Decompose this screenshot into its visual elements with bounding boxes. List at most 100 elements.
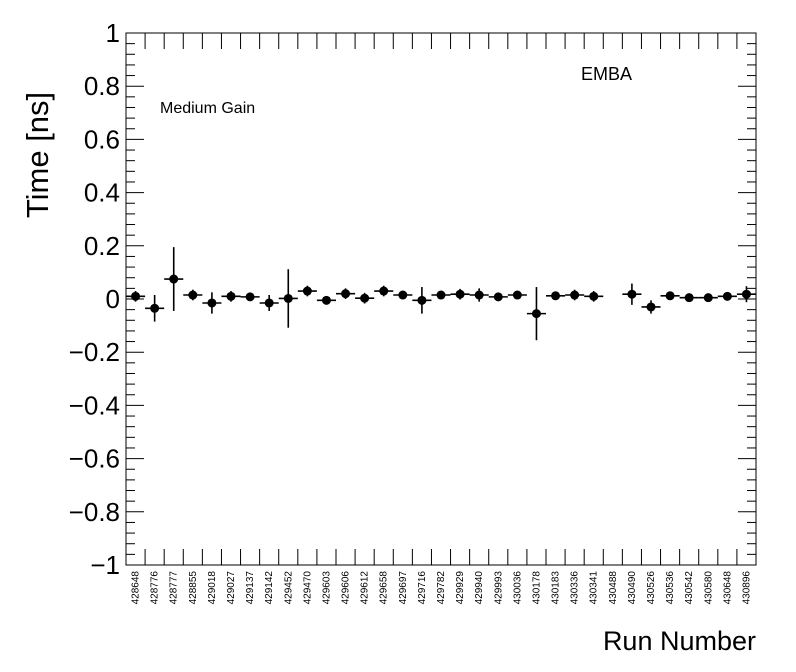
data-point [546,291,566,301]
marker [398,290,408,300]
data-point [202,292,222,314]
marker [722,291,732,301]
x-tick-label: 429993 [493,571,504,605]
data-point [641,300,661,314]
x-tick-label: 430036 [512,571,523,605]
marker [436,290,446,300]
data-point [507,290,527,300]
detector-label: EMBA [581,64,632,84]
data-point [145,295,165,322]
x-tick-label: 430178 [531,571,542,605]
marker [169,274,179,284]
x-tick-label: 429929 [455,571,466,605]
x-tick-label: 429716 [417,571,428,605]
x-tick-label: 429940 [474,571,485,605]
x-tick-label: 429142 [264,571,275,605]
data-point [584,291,604,302]
data-point [717,291,737,301]
marker [245,292,255,302]
data-point [736,286,756,303]
x-tick-label: 429782 [436,571,447,605]
y-tick-label: −1 [90,550,120,580]
marker [474,290,484,300]
marker [226,291,236,301]
data-point [450,288,470,300]
data-point [164,247,184,311]
gain-label: Medium Gain [160,100,255,117]
data-point [660,291,680,301]
marker [627,289,637,299]
y-tick-label: 0.6 [84,124,120,154]
marker [150,303,160,313]
data-point [488,292,508,302]
marker [379,286,389,296]
y-axis-label: Time [ns] [20,92,55,218]
x-tick-label: 429658 [379,571,390,605]
data-points [126,247,756,341]
y-tick-label: 0 [106,284,120,314]
y-tick-label: −0.4 [69,390,120,420]
marker [589,291,599,301]
x-tick-label: 429603 [321,571,332,605]
marker [684,293,694,303]
marker [321,295,331,305]
x-tick-label: 430336 [570,571,581,605]
y-tick-label: −0.8 [69,497,120,527]
y-tick-label: 0.8 [84,71,120,101]
marker [264,298,274,308]
y-tick-label: −0.6 [69,444,120,474]
x-tick-label: 428777 [169,571,180,605]
data-point [526,287,546,341]
x-tick-label: 429612 [360,571,371,605]
data-point [278,269,298,328]
data-point [221,291,241,302]
marker [188,290,198,300]
marker [665,291,675,301]
plot-frame [125,32,757,566]
data-point [259,295,279,311]
marker [703,293,713,303]
marker [283,293,293,303]
x-tick-label: 430341 [589,571,600,605]
marker [551,291,561,301]
marker [417,295,427,305]
x-tick-label: 428776 [150,571,161,605]
x-tick-label: 430536 [665,571,676,605]
data-point [698,293,718,303]
data-point [297,285,317,297]
y-tick-label: 0.4 [84,178,120,208]
data-point [374,285,394,297]
x-tick-label: 428648 [131,571,142,605]
marker [341,289,351,299]
x-axis-ticks: 428648 428776 428777 428855 429018 429027 4291… [125,33,757,605]
marker [455,289,465,299]
marker [570,290,580,300]
x-tick-label: 429018 [207,571,218,605]
marker [741,289,751,299]
x-tick-label: 430488 [608,571,619,605]
data-point [240,292,260,302]
data-point [316,295,336,305]
data-point [565,289,585,301]
x-tick-label: 429606 [341,571,352,605]
x-tick-label: 429027 [226,571,237,605]
marker [531,309,541,319]
data-point [336,288,356,299]
x-tick-label: 430648 [722,571,733,605]
x-tick-label: 430580 [703,571,714,605]
data-point [622,283,642,305]
y-tick-label: 0.2 [84,231,120,261]
data-point [393,290,413,300]
x-tick-label: 429697 [398,571,409,605]
x-tick-label: 430896 [741,571,752,605]
x-tick-label: 429452 [283,571,294,605]
data-point [431,290,451,300]
data-point [126,291,146,302]
x-tick-label: 429137 [245,571,256,605]
marker [207,298,217,308]
marker [360,293,370,303]
y-tick-label: 1 [106,18,120,48]
marker [512,290,522,300]
x-tick-label: 430542 [684,571,695,605]
